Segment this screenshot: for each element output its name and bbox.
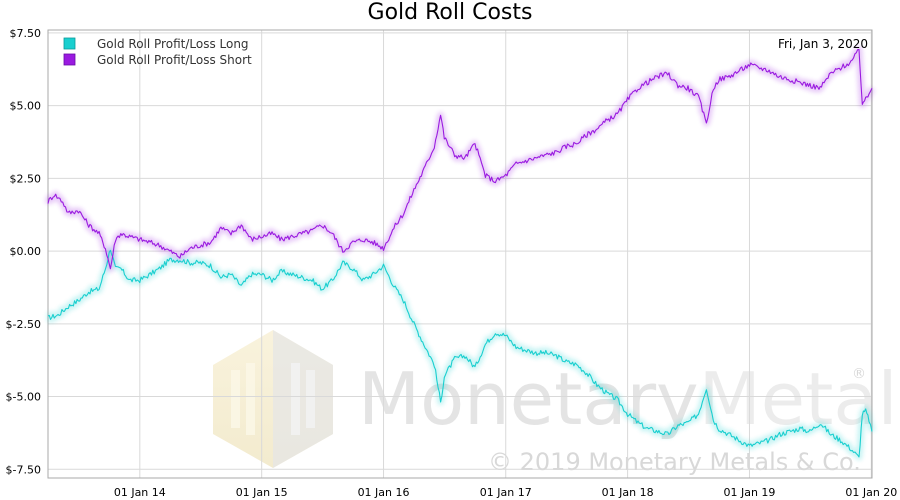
x-tick-label: 01 Jan 16 [358, 486, 410, 499]
y-tick-label: $-7.50 [6, 463, 41, 476]
legend-swatch-long[interactable] [63, 37, 76, 50]
y-tick-label: $2.50 [10, 172, 42, 185]
y-tick-label: $0.00 [10, 245, 42, 258]
x-axis: 01 Jan 14 01 Jan 15 01 Jan 16 01 Jan 17 01 J… [114, 486, 897, 499]
x-tick-label: 01 Jan 14 [114, 486, 166, 499]
y-tick-label: $5.00 [10, 100, 42, 113]
chart-title: Gold Roll Costs [368, 0, 533, 25]
watermark-copyright: © 2019 Monetary Metals & Co. [488, 448, 861, 476]
x-tick-label: 01 Jan 15 [236, 486, 288, 499]
series-line-short [47, 49, 873, 270]
series-glow-short [44, 46, 876, 273]
x-tick-label: 01 Jan 17 [480, 486, 532, 499]
plot-frame [47, 29, 873, 479]
y-tick-label: $-5.00 [6, 391, 41, 404]
y-tick-label: $7.50 [10, 27, 42, 40]
x-tick-label: 01 Jan 19 [723, 486, 775, 499]
watermark-registered: ® [852, 366, 866, 382]
watermark-logo-icon [213, 330, 333, 468]
series-line-long [47, 249, 873, 458]
y-axis: $7.50 $5.00 $2.50 $0.00 $-2.50 $-5.00 $-7.50 [6, 27, 41, 476]
x-tick-label: 01 Jan 20 [845, 486, 897, 499]
date-label: Fri, Jan 3, 2020 [778, 37, 868, 51]
x-tick-label: 01 Jan 18 [602, 486, 654, 499]
legend: Gold Roll Profit/Loss Long Gold Roll Pro… [63, 37, 252, 67]
y-tick-label: $-2.50 [6, 318, 41, 331]
grid [48, 30, 872, 478]
series-lines [47, 49, 873, 458]
legend-label-long[interactable]: Gold Roll Profit/Loss Long [97, 37, 249, 51]
legend-swatch-short[interactable] [63, 53, 76, 66]
legend-label-short[interactable]: Gold Roll Profit/Loss Short [97, 53, 252, 67]
